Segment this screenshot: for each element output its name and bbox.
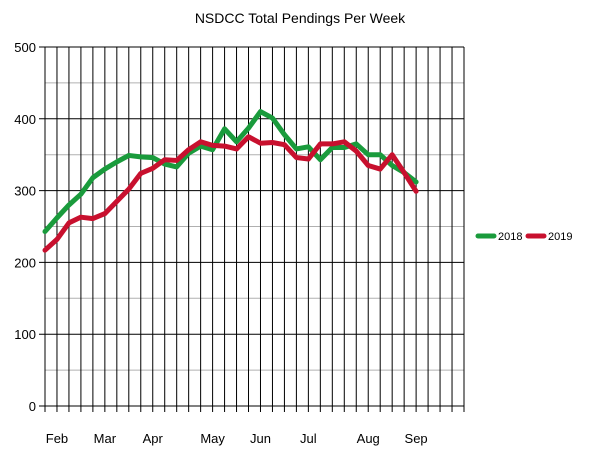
legend: 2018 2019 <box>475 231 572 243</box>
y-axis: 0 100 200 300 400 500 <box>14 40 36 414</box>
major-gridlines <box>39 46 464 407</box>
series-lines <box>42 109 419 253</box>
x-tick-label: Feb <box>46 431 68 446</box>
y-tick-label: 200 <box>14 255 36 270</box>
y-tick-label: 100 <box>14 327 36 342</box>
x-tick-label: Jun <box>250 431 271 446</box>
legend-label-2018: 2018 <box>498 231 522 243</box>
series-line-2018 <box>42 109 419 235</box>
x-tick-label: Sep <box>405 431 428 446</box>
minor-gridlines <box>45 82 464 371</box>
y-tick-label: 500 <box>14 40 36 55</box>
chart-title: NSDCC Total Pendings Per Week <box>195 10 406 26</box>
y-tick-label: 400 <box>14 112 36 127</box>
y-tick-label: 300 <box>14 184 36 199</box>
x-tick-label: May <box>200 431 225 446</box>
legend-label-2019: 2019 <box>548 231 572 243</box>
x-tick-label: Apr <box>143 431 164 446</box>
x-tick-label: Jul <box>300 431 317 446</box>
x-axis: Feb Mar Apr May Jun Jul Aug Sep <box>46 431 428 446</box>
x-tick-label: Aug <box>357 431 380 446</box>
series-line-2019 <box>42 134 419 253</box>
x-tick-label: Mar <box>94 431 117 446</box>
y-tick-label: 0 <box>29 399 36 414</box>
week-gridlines <box>44 47 465 412</box>
